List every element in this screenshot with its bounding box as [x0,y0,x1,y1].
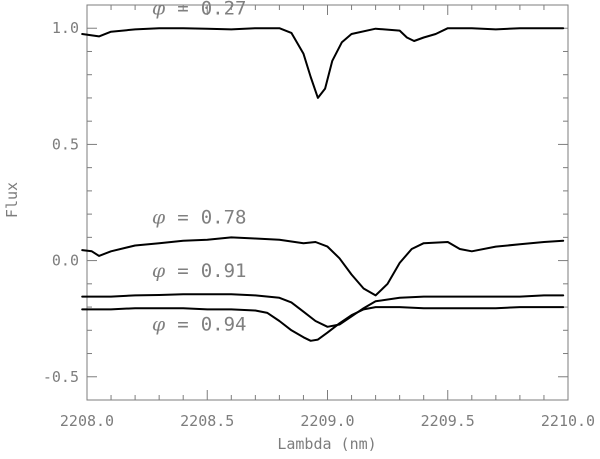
x-axis-ticks: 2208.0 2208.5 2209.0 2209.5 2210.0 [60,5,595,430]
series-lines [81,27,565,342]
x-tick-label: 2208.0 [60,412,114,430]
phi-symbol: φ [152,0,166,19]
series-line-phase-0-27 [81,27,565,99]
y-axis-label: Flux [3,182,21,218]
phase-value: 0.27 [201,0,247,19]
x-axis-label: Lambda (nm) [277,435,376,453]
x-tick-label: 2209.0 [300,412,354,430]
equals-sign: = [177,0,188,19]
plot-axes [86,4,569,401]
phi-symbol: φ [152,206,166,228]
y-tick-label: -0.5 [43,368,79,386]
series-line-phase-0-78 [81,236,565,297]
phase-label-0-78: φ = 0.78 [152,206,247,228]
series-line-phase-0-94 [81,306,565,342]
phase-label-0-27: φ = 0.27 [152,0,247,19]
phase-annotations: φ = 0.27 φ = 0.78 φ = 0.91 φ = 0.94 [152,0,247,335]
x-tick-label: 2208.5 [180,412,234,430]
phi-symbol: φ [152,260,166,282]
phase-value: 0.94 [201,313,247,335]
phi-symbol: φ [152,313,166,335]
x-tick-label: 2210.0 [541,412,595,430]
phase-label-0-94: φ = 0.94 [152,313,247,335]
equals-sign: = [177,206,188,228]
phase-value: 0.91 [201,260,247,282]
plot-frame [86,4,569,401]
x-tick-label: 2209.5 [421,412,475,430]
phase-label-0-91: φ = 0.91 [152,260,247,282]
y-tick-label: 1.0 [52,19,79,37]
y-tick-label: 0.0 [52,252,79,270]
equals-sign: = [177,313,188,335]
y-tick-label: 0.5 [52,135,79,153]
y-axis-ticks: -0.5 0.0 0.5 1.0 [43,4,568,401]
equals-sign: = [177,260,188,282]
phase-value: 0.78 [201,206,247,228]
series-line-phase-0-91 [81,293,565,328]
